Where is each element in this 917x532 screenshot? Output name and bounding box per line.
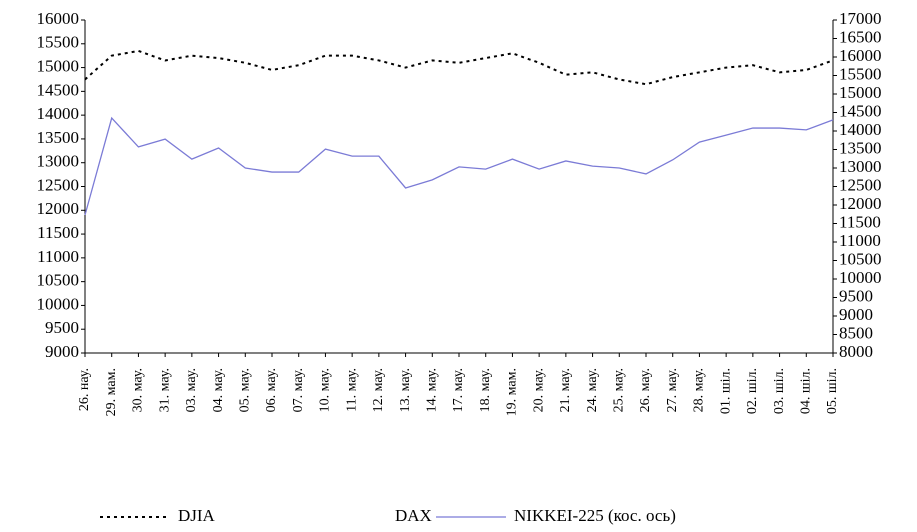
y2-tick-label: 15000 xyxy=(839,83,882,102)
y-tick-label: 11500 xyxy=(37,223,79,242)
x-tick-label: 05. мау. xyxy=(238,368,253,412)
y2-tick-label: 8000 xyxy=(839,342,873,361)
y2-tick-label: 9500 xyxy=(839,286,873,305)
x-tick-label: 21. мау. xyxy=(558,368,573,412)
x-tick-label: 04. шіл. xyxy=(799,368,814,414)
x-tick-label: 26. мау. xyxy=(638,368,653,412)
legend-label: NIKKEI-225 (кос. ось) xyxy=(514,506,676,525)
x-tick-label: 20. мау. xyxy=(531,368,546,412)
x-tick-label: 26. нау. xyxy=(77,368,92,411)
y2-tick-label: 12500 xyxy=(839,175,882,194)
y2-tick-label: 17000 xyxy=(839,9,882,28)
x-tick-label: 07. мау. xyxy=(291,368,306,412)
x-tick-label: 03. шіл. xyxy=(772,368,787,414)
y2-tick-label: 13000 xyxy=(839,157,882,176)
y2-tick-label: 10000 xyxy=(839,268,882,287)
legend-label: DJIA xyxy=(178,506,216,525)
x-tick-label: 05. шіл. xyxy=(825,368,840,414)
x-tick-label: 27. мау. xyxy=(665,368,680,412)
x-tick-label: 12. мау. xyxy=(371,368,386,412)
x-tick-label: 01. шіл. xyxy=(718,368,733,414)
y-tick-label: 13500 xyxy=(37,128,80,147)
y2-tick-label: 16500 xyxy=(839,27,882,46)
y-tick-label: 13000 xyxy=(37,152,80,171)
y2-tick-label: 11000 xyxy=(839,231,881,250)
y2-tick-label: 8500 xyxy=(839,323,873,342)
x-tick-label: 10. мау. xyxy=(318,368,333,412)
x-tick-label: 17. мау. xyxy=(451,368,466,412)
y-tick-label: 12000 xyxy=(37,199,80,218)
x-tick-label: 25. мау. xyxy=(612,368,627,412)
y-tick-label: 11000 xyxy=(37,247,79,266)
x-tick-label: 06. мау. xyxy=(264,368,279,412)
y-tick-label: 16000 xyxy=(37,9,80,28)
y2-tick-label: 15500 xyxy=(839,64,882,83)
y-tick-label: 14000 xyxy=(37,104,80,123)
series-line xyxy=(84,116,834,216)
y-tick-label: 10000 xyxy=(37,294,80,313)
y2-tick-label: 11500 xyxy=(839,212,881,231)
y-tick-label: 15000 xyxy=(37,56,80,75)
y2-tick-label: 10500 xyxy=(839,249,882,268)
x-tick-label: 19. мам. xyxy=(505,368,520,416)
y-tick-label: 9500 xyxy=(45,318,79,337)
y-tick-label: 15500 xyxy=(37,33,80,52)
x-tick-label: 04. мау. xyxy=(211,368,226,412)
y-tick-label: 14500 xyxy=(37,80,80,99)
series-line xyxy=(84,49,834,86)
x-tick-label: 29. мам. xyxy=(104,368,119,416)
y-tick-label: 12500 xyxy=(37,175,80,194)
y2-tick-label: 12000 xyxy=(839,194,882,213)
y2-tick-label: 16000 xyxy=(839,46,882,65)
x-tick-label: 02. шіл. xyxy=(745,368,760,414)
x-tick-label: 18. мау. xyxy=(478,368,493,412)
x-tick-label: 14. мау. xyxy=(425,368,440,412)
x-tick-label: 31. мау. xyxy=(157,368,172,412)
x-tick-label: 03. мау. xyxy=(184,368,199,412)
x-tick-label: 28. мау. xyxy=(692,368,707,412)
legend-label: DAX xyxy=(395,506,432,525)
y2-tick-label: 9000 xyxy=(839,305,873,324)
y-tick-label: 9000 xyxy=(45,342,79,361)
x-tick-label: 11. мау. xyxy=(344,368,359,412)
x-tick-label: 13. мау. xyxy=(398,368,413,412)
x-tick-label: 24. мау. xyxy=(585,368,600,412)
x-tick-label: 30. мау. xyxy=(131,368,146,412)
y2-tick-label: 14000 xyxy=(839,120,882,139)
y2-tick-label: 13500 xyxy=(839,138,882,157)
y-tick-label: 10500 xyxy=(37,271,80,290)
y2-tick-label: 14500 xyxy=(839,101,882,120)
